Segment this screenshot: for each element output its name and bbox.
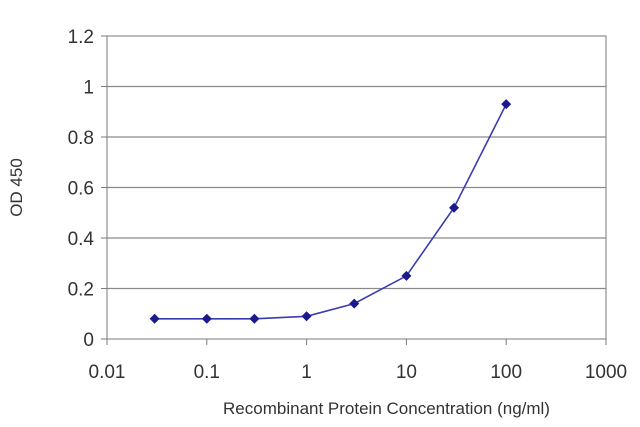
data-point	[201, 313, 212, 324]
y-tick-label: 1.2	[68, 27, 94, 48]
tick-labels: 0 0.2 0.4 0.6 0.8 1 1.2 0.01 0.1 1 10 100 1000	[68, 27, 628, 383]
y-tick-label: 0.2	[68, 280, 94, 301]
x-tick-label: 0.1	[194, 362, 220, 383]
data-point	[301, 311, 312, 322]
data-point	[449, 202, 460, 213]
series-line	[154, 103, 507, 320]
data-point	[501, 99, 512, 110]
y-tick-label: 0.8	[68, 128, 94, 149]
data-point	[349, 298, 360, 309]
data-series	[149, 99, 512, 324]
data-point	[149, 313, 160, 324]
data-point	[249, 313, 260, 324]
y-tick-label: 0.6	[68, 179, 94, 200]
x-axis-title: Recombinant Protein Concentration (ng/ml…	[223, 399, 550, 418]
data-point	[401, 270, 412, 281]
x-tick-label: 1000	[585, 362, 627, 383]
x-tick-label: 0.01	[89, 362, 126, 383]
y-tick-label: 0.4	[68, 229, 95, 250]
y-tick-label: 0	[83, 330, 94, 351]
y-tick-label: 1	[83, 78, 94, 99]
x-tick-label: 1	[301, 362, 312, 383]
x-tick-label: 10	[396, 362, 417, 383]
axes	[101, 35, 607, 345]
y-axis-title: OD 450	[7, 158, 26, 217]
x-tick-label: 100	[490, 362, 522, 383]
grid-lines	[107, 85, 606, 290]
